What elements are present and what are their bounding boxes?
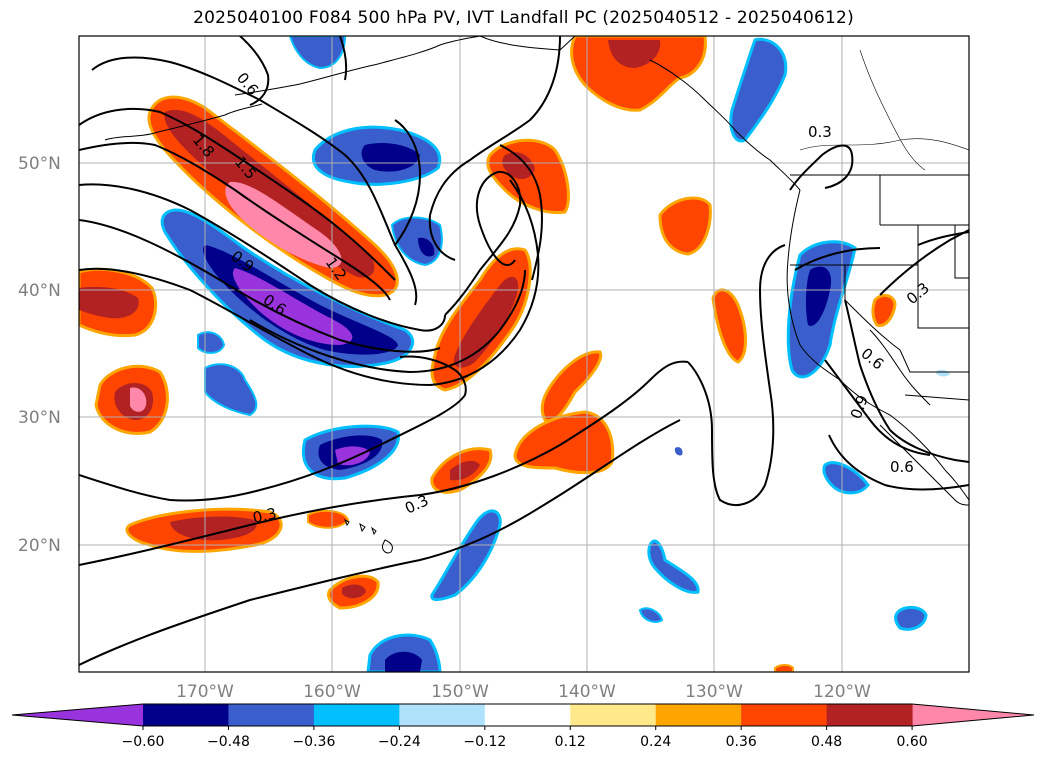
map-border	[78, 35, 970, 673]
pv-shading	[79, 36, 950, 672]
colorbar-tick-label: 0.36	[726, 734, 757, 750]
lat-label: 30°N	[18, 408, 61, 428]
lon-label: 130°W	[685, 682, 743, 702]
lat-label: 40°N	[18, 281, 61, 301]
colorbar-tick-label: −0.24	[378, 734, 421, 750]
colorbar-extend-high	[912, 704, 1034, 726]
colorbar-segment	[655, 704, 742, 726]
colorbar-tick-label: −0.12	[463, 734, 506, 750]
colorbar-segment	[826, 704, 913, 726]
colorbar-tick-label: 0.60	[897, 734, 928, 750]
colorbar-segment	[484, 704, 571, 726]
lon-label: 120°W	[813, 682, 871, 702]
colorbar-tick-label: 0.12	[555, 734, 586, 750]
lon-label: 140°W	[558, 682, 616, 702]
lon-label: 170°W	[176, 682, 234, 702]
ivt-contours	[79, 36, 969, 666]
colorbar-segment	[313, 704, 400, 726]
contour-label: 0.3	[808, 123, 832, 141]
colorbar-segment	[741, 704, 828, 726]
contour-label: 0.3	[251, 504, 278, 527]
lon-label: 160°W	[303, 682, 361, 702]
colorbar-segment	[143, 704, 229, 726]
colorbar-segment	[570, 704, 657, 726]
colorbar-tick-label: −0.36	[292, 734, 335, 750]
colorbar-tick-label: 0.48	[811, 734, 842, 750]
lat-label: 50°N	[18, 154, 61, 174]
lon-label: 150°W	[431, 682, 489, 702]
colorbar-tick-label: 0.24	[640, 734, 671, 750]
latitude-labels: 50°N 40°N 30°N 20°N	[18, 154, 61, 556]
colorbar-tick-label: −0.48	[207, 734, 250, 750]
lat-label: 20°N	[18, 536, 61, 556]
colorbar-tick-label: −0.60	[122, 734, 165, 750]
longitude-labels: 170°W 160°W 150°W 140°W 130°W 120°W	[176, 682, 871, 702]
colorbar: −0.60 −0.48 −0.36 −0.24 −0.12 0.12 0.24 0.36 0.4…	[11, 703, 1035, 750]
colorbar-extend-low	[12, 704, 143, 726]
map-title: 2025040100 F084 500 hPa PV, IVT Landfall…	[193, 8, 854, 28]
colorbar-segment	[399, 704, 486, 726]
colorbar-segment	[228, 704, 315, 726]
coastlines	[104, 36, 969, 554]
contour-label: 0.6	[890, 458, 914, 476]
